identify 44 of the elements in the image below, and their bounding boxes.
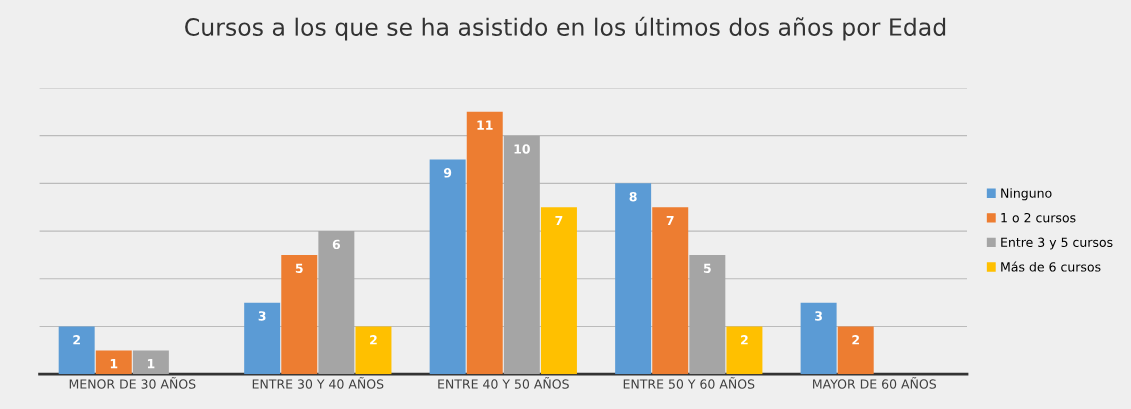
bar [689, 254, 726, 375]
legend-label: Más de 6 cursos [1001, 261, 1101, 272]
x-tick-label: ENTRE 40 Y 50 AÑOS [438, 377, 569, 389]
data-label: 5 [703, 263, 711, 273]
chart-title: Cursos a los que se ha asistido en los últimos dos años por Edad [185, 16, 946, 41]
data-label: 9 [443, 168, 452, 178]
bar [132, 350, 169, 375]
bar [466, 111, 503, 375]
x-tick-label: MAYOR DE 60 AÑOS [813, 377, 936, 389]
bar [652, 207, 689, 375]
legend-label: 1 o 2 cursos [1001, 212, 1076, 223]
x-tick-label: ENTRE 50 Y 60 AÑOS [623, 377, 755, 389]
data-label: 2 [370, 335, 377, 345]
data-label: 3 [258, 311, 266, 321]
data-label: 11 [477, 120, 493, 130]
data-label: 2 [852, 335, 859, 345]
bar [244, 302, 281, 375]
data-label: 2 [741, 335, 748, 345]
data-label: 5 [295, 263, 303, 273]
data-label: 8 [629, 191, 637, 202]
data-label: 1 [147, 359, 155, 369]
legend-label: Ninguno [1001, 188, 1052, 201]
data-label: 7 [555, 215, 563, 226]
bar [837, 326, 874, 375]
bar [540, 207, 577, 375]
bar [95, 350, 132, 375]
bar [355, 326, 392, 375]
data-label: 6 [332, 239, 341, 250]
data-label: 2 [73, 335, 80, 345]
bar [429, 159, 466, 375]
bar [58, 326, 95, 375]
data-label: 10 [514, 144, 530, 154]
bar [503, 135, 540, 375]
legend-label: Entre 3 y 5 cursos [1001, 237, 1113, 250]
data-label: 3 [815, 311, 822, 321]
bar [800, 302, 837, 375]
bar [281, 254, 318, 375]
x-tick-label: MENOR DE 30 AÑOS [69, 377, 196, 389]
bar [615, 183, 652, 375]
data-label: 7 [666, 215, 674, 226]
bar [726, 326, 763, 375]
x-tick-label: ENTRE 30 Y 40 AÑOS [252, 377, 384, 389]
data-label: 1 [110, 359, 118, 369]
bar [318, 231, 355, 375]
